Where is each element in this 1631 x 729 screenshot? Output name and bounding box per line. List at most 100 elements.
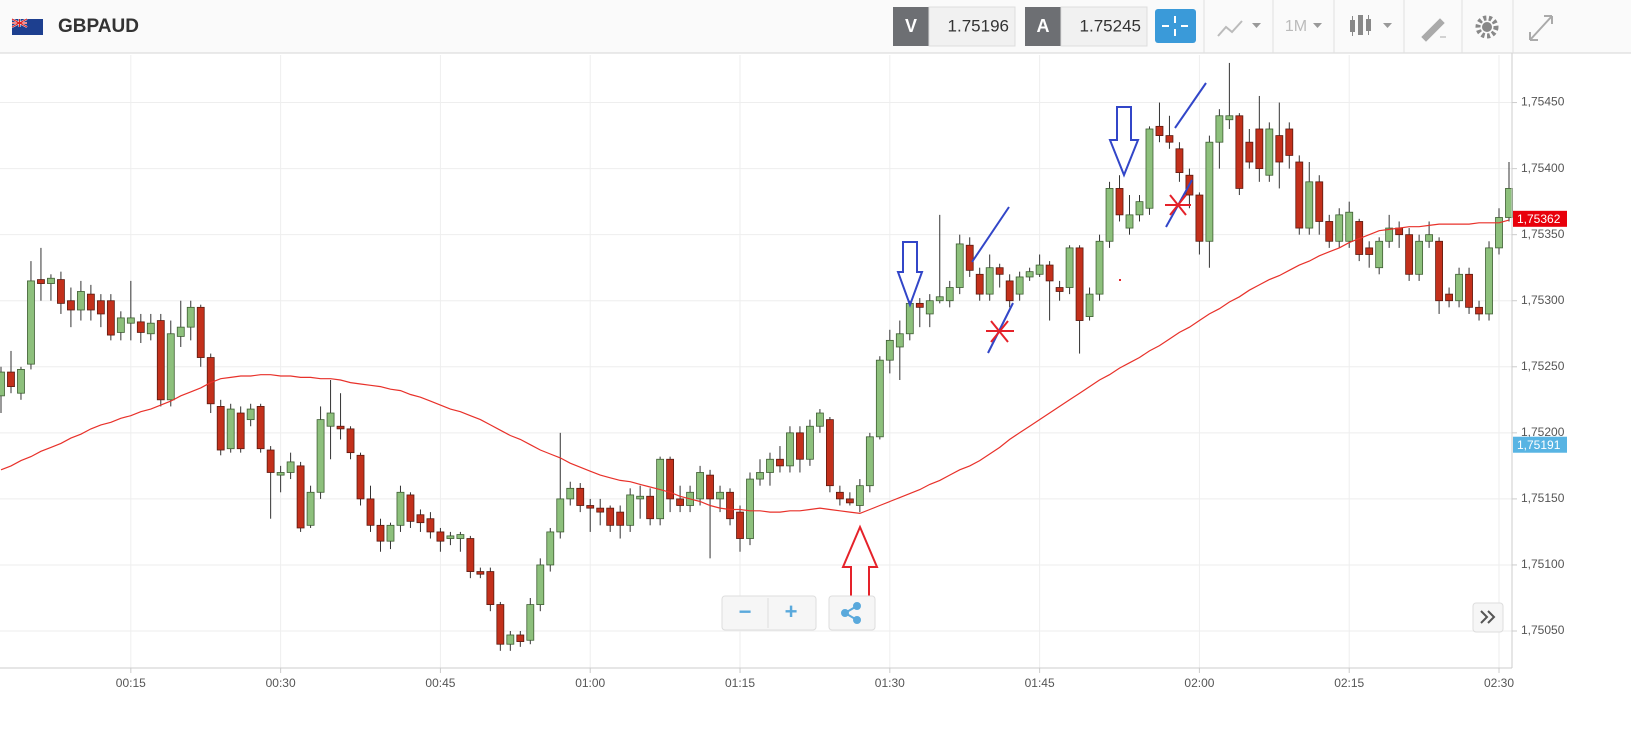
candle-body: [1065, 247, 1074, 288]
settings-hub: [1482, 22, 1492, 32]
fullscreen-icon[interactable]: [1529, 15, 1553, 41]
candle-body: [236, 412, 245, 450]
zoom-in[interactable]: +: [785, 599, 798, 624]
candle-body: [1405, 234, 1414, 275]
x-tick-label: 01:30: [875, 676, 905, 690]
candle-body: [676, 498, 684, 506]
settings-icon[interactable]: [1475, 15, 1499, 39]
candle-body: [1485, 247, 1493, 315]
candle-body: [626, 494, 635, 526]
candle-body: [746, 478, 754, 539]
timeframe[interactable]: 1M: [1285, 18, 1307, 35]
candle-body: [1085, 293, 1094, 317]
y-tick-label: 1,75400: [1521, 161, 1565, 175]
candle-body: [1375, 240, 1384, 269]
crosshair-button[interactable]: [1155, 9, 1196, 43]
y-tick-label: 1,75100: [1521, 557, 1565, 571]
trend-line: [987, 302, 1014, 354]
candle-body: [776, 458, 784, 467]
candle-body: [736, 511, 744, 539]
candle-body: [1325, 221, 1334, 242]
candle-body: [816, 412, 824, 427]
candle-body: [1275, 135, 1284, 163]
dropdown: [1313, 23, 1322, 28]
candle-body: [1385, 227, 1394, 242]
crosshair-icon: [1162, 16, 1188, 36]
chart-type-icon[interactable]: [1350, 15, 1371, 36]
candle-body: [366, 498, 375, 526]
scroll-button[interactable]: [1472, 602, 1504, 633]
candle-body: [1175, 148, 1184, 173]
candle-body: [1445, 293, 1453, 302]
flag-cross: [11, 18, 28, 28]
share-icon: [841, 602, 861, 624]
bid-label: V: [905, 16, 917, 36]
candle-body: [57, 279, 65, 304]
candle-body: [116, 317, 125, 333]
candle-body: [1425, 234, 1434, 242]
candle-body: [486, 571, 495, 605]
candle-body: [925, 300, 934, 315]
candle-body: [975, 273, 984, 295]
candle-body: [416, 514, 425, 524]
candle-body: [1315, 181, 1324, 222]
candle-body: [895, 333, 904, 348]
candle-body: [576, 487, 585, 506]
star-mark: [1165, 194, 1191, 216]
candle-body: [226, 408, 235, 450]
candle-body: [0, 371, 5, 397]
candle-body: [1105, 188, 1114, 242]
candle-body: [446, 535, 455, 539]
y-tick-label: 1,75050: [1521, 623, 1565, 637]
ask-box[interactable]: [1060, 6, 1148, 47]
draw-icon[interactable]: [1421, 18, 1446, 42]
candle-body: [716, 491, 724, 500]
candle-body: [726, 491, 734, 520]
candle-body: [1045, 264, 1054, 282]
candle-body: [27, 280, 35, 365]
candle-body: [1455, 273, 1463, 302]
dividers: [1203, 0, 1514, 53]
indicator-icon[interactable]: [1217, 20, 1243, 37]
candle-body: [845, 498, 854, 504]
candle-body: [1465, 273, 1473, 308]
candle-body: [1215, 115, 1224, 143]
candle-body: [636, 495, 645, 500]
candle-body: [875, 359, 884, 438]
candle-body: [766, 458, 774, 473]
moving-average: [0, 219, 1510, 515]
x-tick-label: 02:15: [1334, 676, 1364, 690]
candle-body: [146, 322, 155, 335]
candle-body: [246, 408, 255, 421]
candle-body: [1055, 287, 1064, 292]
candle-body: [176, 326, 185, 337]
candle-body: [376, 524, 385, 542]
candle-body: [196, 306, 205, 358]
candle-body: [1155, 125, 1164, 136]
candle-body: [186, 306, 195, 328]
candle-body: [796, 432, 804, 460]
candle-body: [1035, 264, 1044, 275]
x-tick-label: 00:45: [425, 676, 455, 690]
bid-box[interactable]: [928, 6, 1016, 47]
price-tag: [1513, 210, 1567, 227]
candle-body: [536, 564, 545, 605]
ask-label: A: [1037, 16, 1050, 36]
share-button[interactable]: [828, 595, 876, 631]
candle-body: [1115, 188, 1124, 216]
arrow-down: [1108, 106, 1140, 178]
y-tick-label: 1,75200: [1521, 425, 1565, 439]
candle-body: [1015, 276, 1024, 295]
ask-label-box: [1025, 7, 1061, 46]
scroll-icon: [1480, 610, 1496, 624]
zoom-out[interactable]: −: [739, 599, 752, 624]
candle-body: [696, 472, 704, 500]
candle-body: [516, 634, 525, 642]
candle-body: [136, 321, 145, 333]
candle-body: [955, 243, 964, 288]
candle-body: [1005, 280, 1014, 302]
candle-body: [156, 320, 165, 401]
candle-body: [865, 436, 874, 487]
candle-body: [1395, 227, 1404, 236]
